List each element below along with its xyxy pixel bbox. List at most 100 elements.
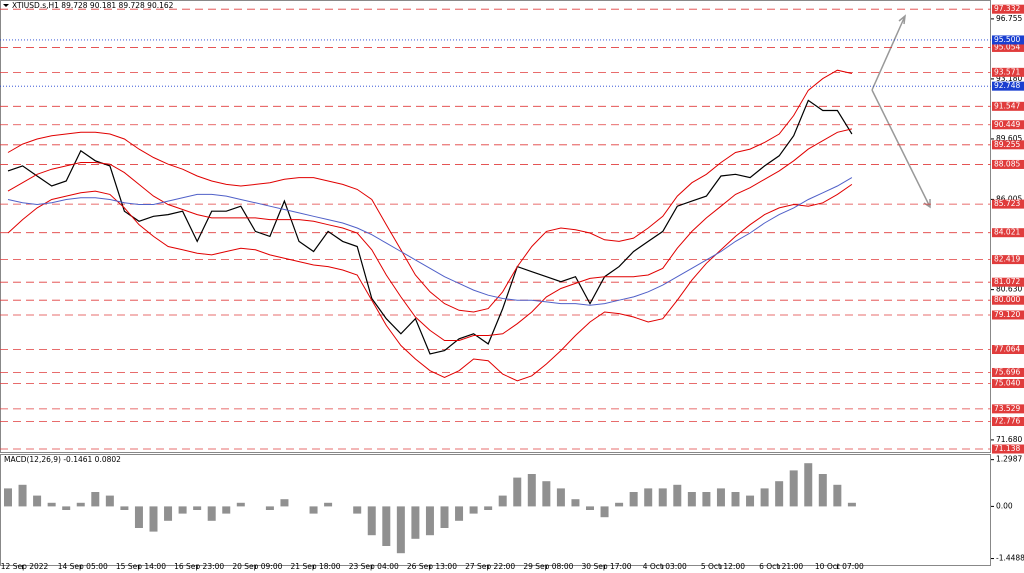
level-label: 97.332 — [994, 4, 1020, 13]
x-tick-label: 29 Sep 08:00 — [523, 562, 573, 571]
y-tick-label: 96.755 — [996, 14, 1022, 23]
macd-bar — [513, 477, 522, 507]
macd-bar — [367, 506, 376, 536]
forecast-arrows — [871, 14, 931, 209]
macd-bar — [18, 484, 27, 507]
macd-bar — [673, 484, 682, 507]
macd-bar — [542, 481, 551, 507]
level-label-box — [992, 367, 1024, 377]
macd-y-tick-label: 0.00 — [996, 501, 1013, 510]
macd-frame — [0, 454, 991, 566]
macd-bar — [440, 506, 449, 528]
macd-bar — [265, 506, 274, 510]
macd-y-tick-label: -1.4488 — [996, 554, 1024, 563]
macd-bar — [600, 506, 609, 518]
macd-bar — [207, 506, 216, 521]
macd-bar — [687, 492, 696, 507]
x-tick-label: 16 Sep 23:00 — [174, 562, 224, 571]
macd-bar — [731, 492, 740, 507]
macd-bar — [324, 502, 333, 507]
level-label-box — [992, 81, 1024, 91]
macd-bar — [702, 492, 711, 507]
x-tick-label: 12 Sep 2022 — [1, 562, 49, 571]
macd-bar — [775, 481, 784, 507]
indicator-line — [7, 177, 853, 306]
macd-bar — [149, 506, 158, 532]
macd-bar — [105, 495, 114, 507]
macd-bar — [760, 488, 769, 507]
macd-bar — [746, 495, 755, 507]
macd-bar — [396, 506, 405, 554]
level-label: 77.064 — [994, 345, 1020, 354]
level-label: 72.776 — [994, 417, 1020, 426]
x-tick-label: 23 Sep 04:00 — [349, 562, 399, 571]
y-tick-label: 89.605 — [996, 134, 1022, 143]
level-label-box — [992, 120, 1024, 130]
x-tick-label: 21 Sep 18:00 — [291, 562, 341, 571]
level-label: 80.000 — [994, 295, 1020, 304]
macd-bar — [833, 484, 842, 507]
level-label: 92.748 — [994, 81, 1020, 90]
level-label-box — [992, 4, 1024, 14]
level-label: 95.500 — [994, 35, 1020, 44]
level-label: 75.040 — [994, 378, 1020, 387]
macd-bar — [658, 488, 667, 507]
macd-bar — [236, 502, 245, 507]
macd-bar — [4, 488, 12, 507]
level-label-box — [992, 310, 1024, 320]
level-label: 88.085 — [994, 159, 1020, 168]
macd-y-tick-label: 1.2987 — [996, 455, 1022, 464]
menu-arrow[interactable] — [3, 4, 9, 7]
macd-bar — [455, 506, 464, 521]
macd-bar — [411, 506, 420, 539]
indicator-line — [7, 183, 853, 382]
macd-bar — [222, 506, 231, 514]
y-tick-label: 80.630 — [996, 285, 1022, 294]
level-label: 73.529 — [994, 404, 1020, 413]
level-label-box — [992, 444, 1024, 454]
macd-bar — [469, 506, 478, 514]
level-label-box — [992, 295, 1024, 305]
macd-bar — [629, 492, 638, 507]
level-label-box — [992, 404, 1024, 414]
macd-bar — [789, 470, 798, 507]
x-tick-label: 5 Oct 12:00 — [701, 562, 745, 571]
level-label: 84.021 — [994, 228, 1020, 237]
level-label: 81.072 — [994, 277, 1020, 286]
level-label-box — [992, 35, 1024, 45]
macd-title: MACD(12,26,9) -0.1461 0.0802 — [4, 455, 121, 464]
x-tick-label: 27 Sep 22:00 — [465, 562, 515, 571]
x-tick-label: 20 Sep 09:00 — [232, 562, 282, 571]
level-label-box — [992, 378, 1024, 388]
main-frame — [0, 0, 991, 453]
level-label: 71.138 — [994, 444, 1020, 453]
macd-bar — [847, 502, 856, 507]
macd-bar — [527, 474, 536, 507]
level-label-box — [992, 345, 1024, 355]
macd-bar — [91, 492, 100, 507]
level-label: 82.419 — [994, 255, 1020, 264]
macd-bar — [484, 506, 493, 510]
level-label: 79.120 — [994, 310, 1020, 319]
level-label-box — [992, 42, 1024, 52]
macd-bar — [120, 506, 129, 510]
macd-bar — [309, 506, 318, 514]
y-tick-label: 71.680 — [996, 435, 1022, 444]
level-label: 91.547 — [994, 101, 1020, 110]
macd-bar — [280, 499, 289, 507]
x-tick-label: 26 Sep 13:00 — [407, 562, 457, 571]
level-label-box — [992, 159, 1024, 169]
level-label: 89.255 — [994, 140, 1020, 149]
x-tick-label: 15 Sep 14:00 — [116, 562, 166, 571]
arrow-down — [871, 89, 931, 209]
macd-bar — [33, 495, 42, 507]
level-label-box — [992, 228, 1024, 238]
arrow-up — [871, 14, 906, 91]
x-tick-label: 30 Sep 17:00 — [582, 562, 632, 571]
macd-bar — [134, 506, 143, 528]
macd-bar — [498, 495, 507, 507]
level-label-box — [992, 417, 1024, 427]
price-line — [7, 99, 853, 355]
macd-bar — [353, 506, 362, 514]
